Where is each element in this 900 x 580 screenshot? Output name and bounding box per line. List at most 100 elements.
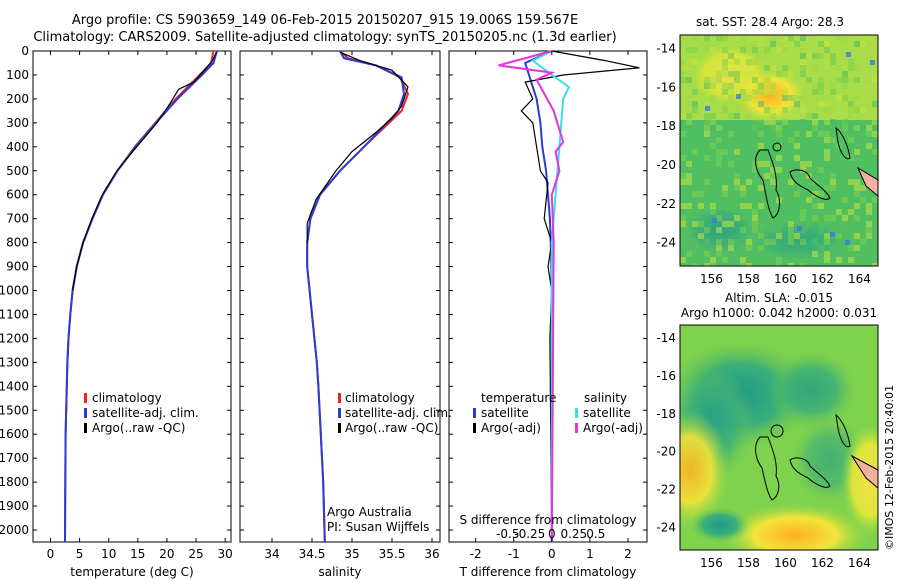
y-tick-label: 200 [6, 92, 29, 106]
x-tick-label: 36 [424, 547, 439, 561]
legend-swatch-argo [338, 423, 341, 433]
salinity-panel-frame [239, 50, 441, 543]
climatology-title: Climatology: CARS2009. Satellite-adjuste… [33, 30, 617, 45]
legend-swatch-satellite [338, 408, 341, 418]
x-tick-label: 15 [130, 547, 145, 561]
x-tick-label: 0 [47, 547, 55, 561]
sla-title-line1: Altim. SLA: -0.015 [725, 291, 833, 305]
map-x-tick-label: 162 [811, 556, 834, 570]
x-tick-label: 34.5 [299, 547, 326, 561]
y-tick-label: 100 [6, 68, 29, 82]
map-y-tick-label: -16 [656, 80, 676, 94]
sla-map [680, 325, 878, 550]
y-tick-label: 400 [6, 140, 29, 154]
salinity-series [306, 50, 410, 543]
map-x-tick-label: 156 [700, 272, 723, 286]
x-tick-label: 10 [101, 547, 116, 561]
y-tick-label: 1200 [0, 331, 29, 345]
s-tick-label: -0.25 [514, 527, 545, 541]
map-x-tick-label: 162 [811, 272, 834, 286]
sst-map-frame [679, 34, 879, 267]
map-y-tick-label: -14 [656, 331, 676, 345]
profile-title: Argo profile: CS 5903659_149 06-Feb-2015… [71, 13, 579, 28]
s-tick-label: 0.5 [586, 527, 605, 541]
y-tick-label: 1500 [0, 403, 29, 417]
map-x-tick-label: 164 [848, 272, 871, 286]
legend-title-salinity: salinity [584, 391, 627, 405]
t-diff-xlabel: T difference from climatology [459, 565, 637, 579]
map-y-tick-label: -20 [656, 158, 676, 172]
legend-label-s-argo: Argo(-adj) [583, 421, 643, 435]
y-tick-label: 800 [6, 236, 29, 250]
legend-label-climatology: climatology [92, 391, 162, 405]
x-tick-label: 20 [159, 547, 174, 561]
y-tick-label: 1900 [0, 499, 29, 513]
s-diff-label: S difference from climatology [460, 513, 637, 527]
legend-label-t-satellite: satellite [481, 406, 529, 420]
x-tick-label: 30 [218, 547, 233, 561]
x-tick-label: 5 [76, 547, 84, 561]
map-y-tick-label: -22 [656, 197, 676, 211]
x-tick-label: 2 [624, 547, 632, 561]
difference-series [498, 50, 640, 543]
legend-swatch-s-argo [575, 423, 578, 433]
pi-label: PI: Susan Wijffels [327, 520, 429, 534]
map-y-tick-label: -24 [656, 520, 676, 534]
difference-panel-frame [448, 50, 648, 543]
map-y-tick-label: -18 [656, 119, 676, 133]
y-tick-label: 600 [6, 188, 29, 202]
y-tick-label: 1300 [0, 355, 29, 369]
map-x-tick-label: 160 [774, 556, 797, 570]
series-line-t-argo-adj- [520, 50, 640, 543]
sla-title-line2: Argo h1000: 0.042 h2000: 0.031 [681, 306, 877, 320]
series-line-argo-raw-qc- [72, 51, 217, 291]
y-tick-label: 900 [6, 260, 29, 274]
map-x-tick-label: 160 [774, 272, 797, 286]
y-tick-label: 1400 [0, 379, 29, 393]
legend-label-t-argo: Argo(-adj) [481, 421, 541, 435]
salinity-xlabel: salinity [318, 565, 361, 579]
y-tick-label: 1600 [0, 427, 29, 441]
map-x-tick-label: 158 [737, 556, 760, 570]
legend-title-temperature: temperature [481, 391, 556, 405]
s-tick-label: 0.25 [560, 527, 587, 541]
legend-swatch-s-satellite [575, 408, 578, 418]
legend-swatch-satellite [84, 408, 87, 418]
temperature-series [64, 50, 218, 543]
map-y-tick-label: -16 [656, 369, 676, 383]
legend-label-s-satellite: satellite [583, 406, 631, 420]
salinity-legend: climatology satellite-adj. clim. Argo(..… [327, 391, 452, 534]
y-tick-label: 1700 [0, 451, 29, 465]
x-tick-label: -1 [508, 547, 520, 561]
x-tick-label: 35 [344, 547, 359, 561]
map-x-tick-label: 158 [737, 272, 760, 286]
s-tick-label: 0 [548, 527, 556, 541]
legend-swatch-argo [84, 423, 87, 433]
series-line-s-argo-adj- [498, 50, 565, 543]
x-tick-label: 25 [188, 547, 203, 561]
series-line-satellite-adj-clim- [306, 50, 406, 543]
temperature-legend: climatology satellite-adj. clim. Argo(..… [84, 391, 199, 435]
x-tick-label: 1 [586, 547, 594, 561]
difference-legend: temperature salinity satellite Argo(-adj… [473, 391, 643, 435]
series-line-argo-raw-qc- [306, 51, 409, 243]
temperature-panel-frame [32, 50, 232, 543]
legend-label-argo: Argo(..raw -QC) [92, 421, 185, 435]
legend-swatch-t-satellite [473, 408, 476, 418]
x-tick-label: 34 [264, 547, 279, 561]
legend-swatch-climatology [84, 393, 87, 403]
map-y-tick-label: -24 [656, 236, 676, 250]
map-y-tick-label: -22 [656, 482, 676, 496]
axes-ticks: 0 5 10 15 20 25 300100200300400500600700800900… [0, 42, 871, 570]
legend-label-satellite: satellite-adj. clim. [345, 406, 452, 420]
argo-australia-label: Argo Australia [327, 505, 412, 519]
legend-swatch-t-argo [473, 423, 476, 433]
legend-label-climatology: climatology [345, 391, 415, 405]
map-x-tick-label: 164 [848, 556, 871, 570]
sst-map [680, 35, 878, 266]
y-tick-label: 700 [6, 212, 29, 226]
x-tick-label: 35.5 [379, 547, 406, 561]
y-tick-label: 1800 [0, 475, 29, 489]
y-tick-label: 500 [6, 164, 29, 178]
